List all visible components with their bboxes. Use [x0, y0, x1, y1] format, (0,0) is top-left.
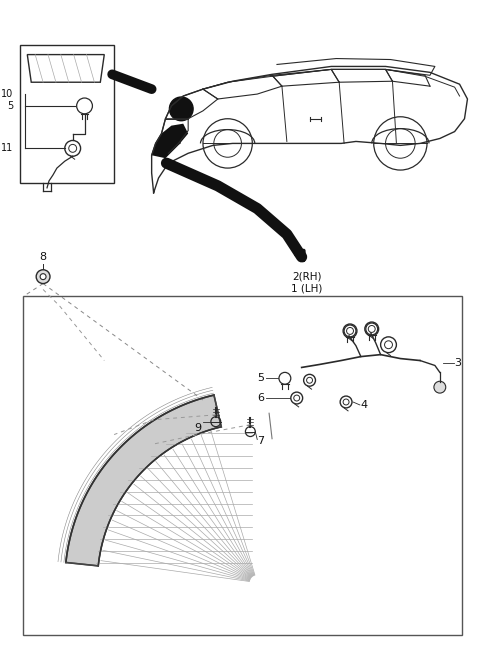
Bar: [24, 296, 462, 635]
Circle shape: [169, 97, 193, 120]
Text: 1 (LH): 1 (LH): [291, 284, 322, 294]
Circle shape: [36, 270, 50, 284]
Text: 6: 6: [257, 393, 264, 403]
Circle shape: [434, 381, 446, 393]
Text: 11: 11: [1, 143, 13, 154]
Text: 9: 9: [194, 422, 201, 433]
Text: 7: 7: [257, 436, 264, 447]
Bar: [20, 45, 114, 183]
Polygon shape: [152, 124, 188, 158]
Text: 8: 8: [39, 252, 47, 262]
Text: 2(RH): 2(RH): [292, 271, 321, 282]
Text: 3: 3: [455, 357, 462, 368]
Text: 5: 5: [257, 373, 264, 383]
Text: 5: 5: [7, 101, 13, 111]
Text: 4: 4: [361, 400, 368, 410]
Polygon shape: [66, 395, 221, 566]
Circle shape: [40, 273, 46, 280]
Text: 10: 10: [1, 89, 13, 99]
